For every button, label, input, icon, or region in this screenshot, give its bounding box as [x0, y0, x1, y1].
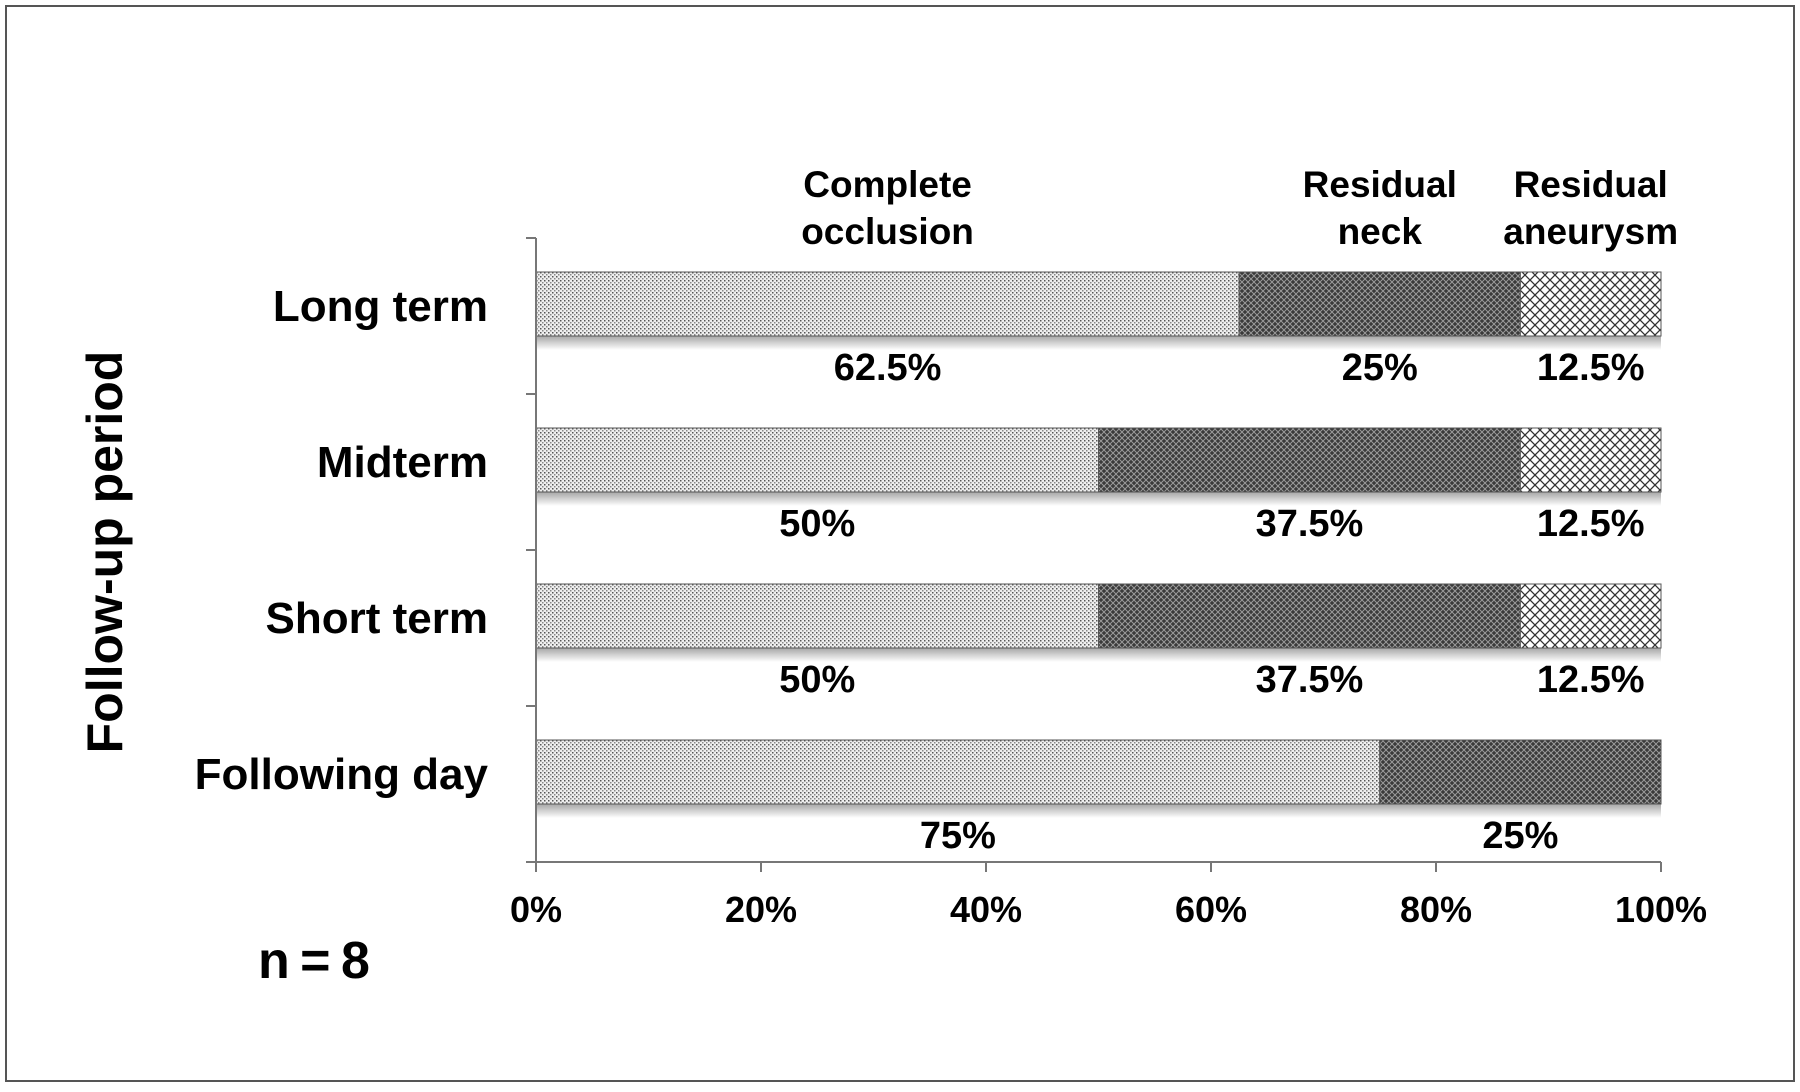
- x-tick-label-20: 20%: [725, 889, 797, 930]
- x-tick-label-100: 100%: [1615, 889, 1707, 930]
- bar-row-following-day: Following day 75% 25%: [195, 739, 1662, 857]
- bar-segment-complete-occlusion-midterm: [535, 427, 1099, 493]
- series-name-residual-aneurysm-line2: aneurysm: [1503, 211, 1678, 252]
- axes: 0% 20% 40% 60% 80% 100%: [510, 237, 1707, 930]
- x-tick-label-40: 40%: [950, 889, 1022, 930]
- data-label-residual-neck-following-day: 25%: [1482, 815, 1558, 857]
- bar-segment-complete-occlusion-long-term: [535, 271, 1240, 337]
- series-name-complete-occlusion-line1: Complete: [803, 164, 972, 205]
- data-label-residual-aneurysm-short-term: 12.5%: [1537, 659, 1645, 701]
- bar-segment-residual-aneurysm-midterm: [1519, 427, 1662, 493]
- y-axis-title: Follow-up period: [77, 351, 133, 754]
- bar-segment-residual-neck-short-term: [1098, 583, 1521, 649]
- data-label-complete-occlusion-long-term: 62.5%: [834, 347, 942, 389]
- data-label-residual-neck-long-term: 25%: [1342, 347, 1418, 389]
- bar-segment-complete-occlusion-following-day: [535, 739, 1381, 805]
- data-label-residual-neck-short-term: 37.5%: [1256, 659, 1364, 701]
- bar-row-midterm: Midterm 50% 37.5% 12.5%: [317, 427, 1662, 545]
- data-label-complete-occlusion-following-day: 75%: [920, 815, 996, 857]
- bar-shadow: [536, 804, 1661, 818]
- x-tick-label-80: 80%: [1400, 889, 1472, 930]
- bar-row-short-term: Short term 50% 37.5% 12.5%: [266, 583, 1662, 701]
- bar-segment-residual-aneurysm-short-term: [1519, 583, 1662, 649]
- x-tick-label-60: 60%: [1175, 889, 1247, 930]
- bar-shadow: [536, 492, 1661, 506]
- bar-segment-residual-aneurysm-long-term: [1519, 271, 1662, 337]
- bar-groups: Long term 62.5% 25% 12.5% Midterm 50% 37.5% 12.…: [195, 271, 1662, 857]
- data-label-residual-aneurysm-midterm: 12.5%: [1537, 503, 1645, 545]
- bar-segment-complete-occlusion-short-term: [535, 583, 1099, 649]
- series-name-labels: Complete occlusion Residual neck Residual ane…: [801, 164, 1678, 252]
- bar-segment-residual-neck-midterm: [1098, 427, 1521, 493]
- category-label-midterm: Midterm: [317, 438, 488, 487]
- bar-shadow: [536, 648, 1661, 662]
- sample-size-annotation: n = 8: [258, 932, 370, 990]
- category-label-long-term: Long term: [273, 282, 488, 331]
- data-label-residual-neck-midterm: 37.5%: [1256, 503, 1364, 545]
- category-label-short-term: Short term: [266, 594, 488, 643]
- series-name-residual-aneurysm-line1: Residual: [1514, 164, 1668, 205]
- bar-segment-residual-neck-long-term: [1238, 271, 1521, 337]
- outer-border: [5, 5, 1795, 1082]
- bar-row-long-term: Long term 62.5% 25% 12.5%: [273, 271, 1662, 389]
- bar-shadow: [536, 336, 1661, 350]
- series-name-residual-neck-line1: Residual: [1303, 164, 1457, 205]
- series-name-residual-neck-line2: neck: [1338, 211, 1423, 252]
- data-label-complete-occlusion-short-term: 50%: [779, 659, 855, 701]
- x-tick-label-0: 0%: [510, 889, 562, 930]
- bar-segment-residual-neck-following-day: [1379, 739, 1662, 805]
- data-label-residual-aneurysm-long-term: 12.5%: [1537, 347, 1645, 389]
- series-name-complete-occlusion-line2: occlusion: [801, 211, 974, 252]
- category-label-following-day: Following day: [195, 750, 489, 799]
- data-label-complete-occlusion-midterm: 50%: [779, 503, 855, 545]
